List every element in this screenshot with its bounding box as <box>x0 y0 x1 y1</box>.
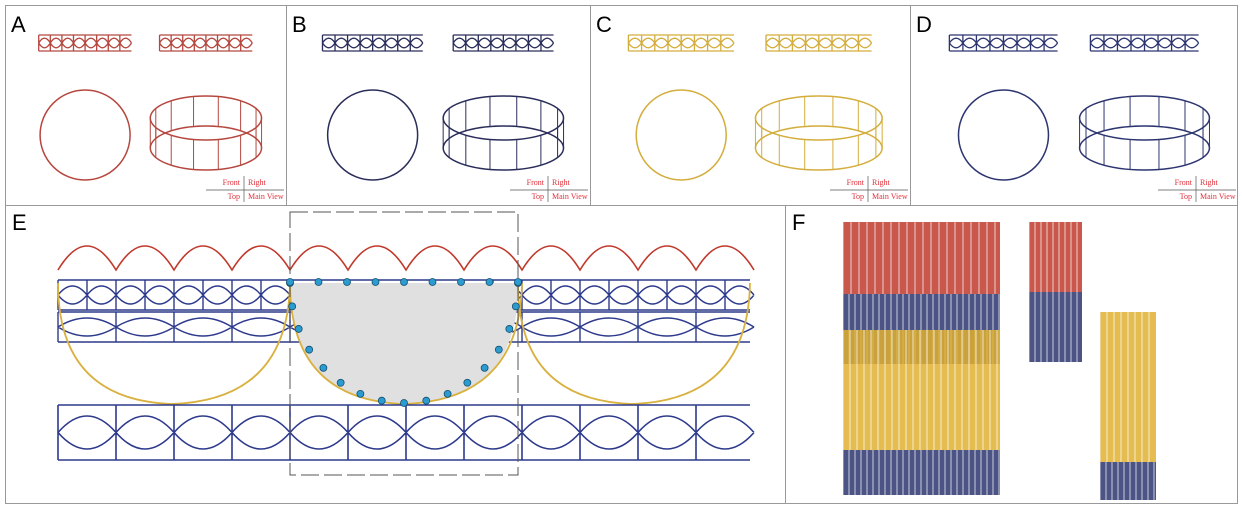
view-label: Front <box>1175 178 1193 187</box>
stent-3d-top <box>755 96 882 140</box>
stent-top-view <box>636 90 726 180</box>
anchor-point <box>495 346 502 353</box>
stent-3d-top <box>443 96 563 140</box>
stent-3d-bottom <box>443 126 563 170</box>
f-side-blue <box>1029 292 1082 362</box>
panel-label: A <box>11 12 26 37</box>
red-crown <box>58 246 754 270</box>
stent-flat-side <box>766 35 872 51</box>
stent-top-view <box>328 90 418 180</box>
view-label: Top <box>1180 192 1192 201</box>
anchor-point <box>515 279 522 286</box>
anchor-point <box>481 364 488 371</box>
panel-label: E <box>12 210 27 235</box>
stent-3d-top <box>1080 96 1210 140</box>
view-label: Main View <box>872 192 908 201</box>
stent-flat-front <box>322 35 422 51</box>
panel-label: F <box>792 210 805 235</box>
anchor-point <box>458 279 465 286</box>
stent-3d-bottom <box>755 126 882 170</box>
anchor-point <box>344 279 351 286</box>
panel-label: C <box>596 12 612 37</box>
view-label: Front <box>847 178 865 187</box>
anchor-point <box>306 346 313 353</box>
stent-flat-front <box>628 35 734 51</box>
anchor-point <box>464 379 471 386</box>
blue-lower <box>58 405 754 460</box>
anchor-point <box>337 379 344 386</box>
figure: A Front Right Top Main View B Front Right Top Mai… <box>0 0 1242 509</box>
anchor-point <box>506 325 513 332</box>
view-label: Front <box>527 178 545 187</box>
f-side-red <box>1029 222 1082 292</box>
view-label: Right <box>872 178 891 187</box>
anchor-point <box>486 279 493 286</box>
anchor-point <box>357 390 364 397</box>
stent-flat-front <box>949 35 1057 51</box>
view-label: Right <box>1200 178 1219 187</box>
stent-flat-side <box>160 35 253 51</box>
view-label: Front <box>223 178 241 187</box>
anchor-point <box>315 279 322 286</box>
yellow-arc <box>518 283 750 404</box>
page: {"panels": [ {"label": "A", "view_labels… <box>0 0 1242 509</box>
view-label: Right <box>552 178 571 187</box>
anchor-point <box>444 390 451 397</box>
view-label: Main View <box>1200 192 1236 201</box>
anchor-point <box>401 279 408 286</box>
stent-3d-top <box>150 96 261 140</box>
grey-leaflet <box>290 283 518 404</box>
view-label: Top <box>228 192 240 201</box>
anchor-point <box>295 325 302 332</box>
anchor-point <box>512 303 519 310</box>
anchor-point <box>287 279 294 286</box>
view-label: Right <box>248 178 267 187</box>
stent-flat-side <box>1090 35 1198 51</box>
stent-top-view <box>40 90 130 180</box>
stent-flat-side <box>453 35 553 51</box>
view-label: Main View <box>248 192 284 201</box>
anchor-point <box>423 397 430 404</box>
panel-label: B <box>292 12 307 37</box>
anchor-point <box>289 303 296 310</box>
stent-flat-front <box>39 35 132 51</box>
anchor-point <box>378 397 385 404</box>
stent-3d-bottom <box>1080 126 1210 170</box>
stent-3d-bottom <box>150 126 261 170</box>
panel-label: D <box>916 12 932 37</box>
anchor-point <box>320 364 327 371</box>
view-label: Top <box>852 192 864 201</box>
stent-top-view <box>958 90 1048 180</box>
anchor-point <box>429 279 436 286</box>
view-label: Top <box>532 192 544 201</box>
view-label: Main View <box>552 192 588 201</box>
anchor-point <box>372 279 379 286</box>
anchor-point <box>401 400 408 407</box>
